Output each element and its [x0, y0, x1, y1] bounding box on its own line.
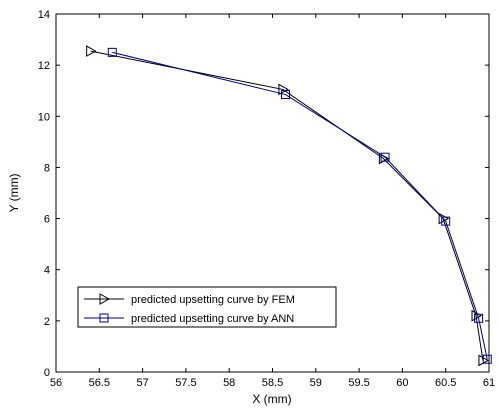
series-line-1: [112, 51, 488, 360]
fem-data-point: [278, 83, 289, 96]
y-tick-label: 14: [38, 9, 50, 21]
y-tick-label: 2: [44, 316, 50, 328]
y-tick-label: 4: [44, 265, 50, 277]
legend-marker-fem: [99, 293, 111, 305]
x-tick-label: 56.5: [89, 377, 110, 389]
ann-data-point: [280, 90, 290, 100]
x-tick-label: 60: [396, 377, 408, 389]
x-axis-label: X (mm): [252, 392, 291, 406]
ann-data-point: [482, 354, 492, 364]
y-tick-label: 6: [44, 214, 50, 226]
x-tick-label: 59.5: [348, 377, 369, 389]
x-tick-label: 58: [223, 377, 235, 389]
x-tick-label: 59: [310, 377, 322, 389]
y-axis-label: Y (mm): [7, 173, 21, 212]
x-tick-label: 61: [483, 377, 495, 389]
ann-data-point: [474, 313, 484, 323]
legend-marker-ann: [99, 313, 109, 323]
x-tick-label: 58.5: [262, 377, 283, 389]
fem-data-point: [438, 212, 450, 225]
y-tick-label: 10: [38, 111, 50, 123]
ann-data-point: [107, 47, 117, 57]
fem-data-point: [86, 45, 97, 57]
y-tick-label: 0: [44, 367, 50, 379]
x-tick-label: 56: [50, 377, 62, 389]
series-line-0: [90, 50, 484, 361]
x-axis: 56 56.5 57 57.5 58 58.5 59 59.5 60 60.5 61: [50, 14, 495, 389]
legend-label-fem: predicted upsetting curve by FEM: [131, 294, 295, 306]
legend-box: [77, 286, 337, 328]
y-tick-label: 8: [44, 162, 50, 174]
legend-label-ann: predicted upsetting curve by ANN: [131, 313, 294, 325]
legend: predicted upsetting curve by FEM predict…: [77, 286, 337, 328]
y-tick-label: 12: [38, 60, 50, 72]
x-tick-label: 57: [136, 377, 148, 389]
series-layer: [86, 45, 492, 367]
y-axis: 0 2 4 6 8 10 12 14: [38, 9, 489, 379]
ann-data-point: [441, 216, 451, 226]
x-tick-label: 57.5: [175, 377, 196, 389]
x-tick-label: 60.5: [435, 377, 456, 389]
ann-data-point: [380, 152, 390, 162]
